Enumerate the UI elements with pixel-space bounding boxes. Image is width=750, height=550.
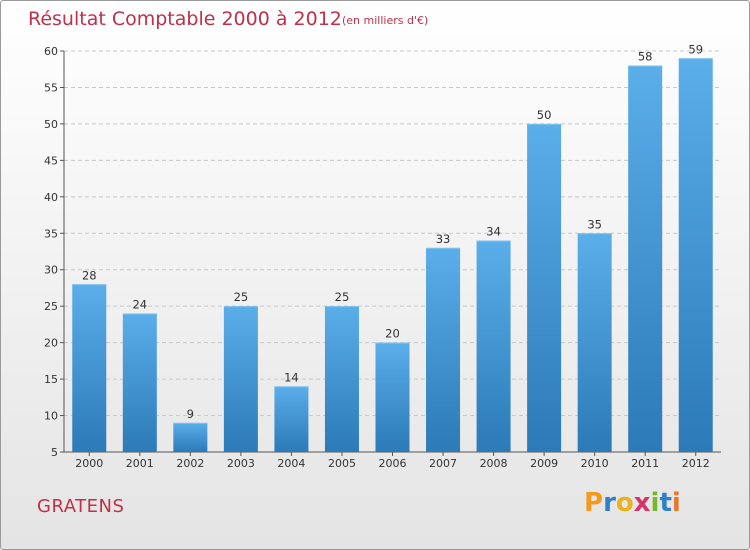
logo-letter: i xyxy=(650,488,660,518)
bar-2006 xyxy=(375,342,410,452)
data-label: 20 xyxy=(385,327,400,341)
data-label: 59 xyxy=(688,42,703,56)
y-tick-label: 45 xyxy=(44,154,58,167)
y-tick-label: 30 xyxy=(44,264,58,277)
data-label: 25 xyxy=(335,290,350,304)
x-tick-label: 2012 xyxy=(682,457,710,470)
bar-2003 xyxy=(223,306,258,452)
x-tick-label: 2003 xyxy=(227,457,255,470)
bar-2000 xyxy=(72,284,107,452)
bars xyxy=(72,58,713,453)
logo-letter: t xyxy=(659,488,672,518)
y-tick-label: 55 xyxy=(44,81,58,94)
y-tick-label: 50 xyxy=(44,118,58,131)
x-tick-label: 2002 xyxy=(176,457,204,470)
labels: 28 2000 24 2001 9 2002 25 2003 14 2004 25 2005 20 200… xyxy=(75,42,709,470)
commune-name: GRATENS xyxy=(37,496,125,517)
y-tick-label: 5 xyxy=(51,446,58,459)
bar-2010 xyxy=(577,233,612,452)
data-label: 24 xyxy=(132,297,147,311)
data-label: 50 xyxy=(537,108,552,122)
x-tick-label: 2005 xyxy=(328,457,356,470)
logo-letter: r xyxy=(603,488,616,518)
bar-2004 xyxy=(274,386,309,452)
x-tick-label: 2011 xyxy=(631,457,659,470)
data-label: 25 xyxy=(234,290,249,304)
chart-title: Résultat Comptable 2000 à 2012 xyxy=(28,8,342,30)
logo-letter: P xyxy=(584,488,604,518)
data-label: 28 xyxy=(82,268,97,282)
bar-2001 xyxy=(122,313,157,452)
bar-2011 xyxy=(628,65,663,452)
y-tick-label: 15 xyxy=(44,373,58,386)
data-label: 33 xyxy=(436,232,451,246)
proxiti-logo: Proxiti xyxy=(584,488,681,518)
x-tick-label: 2006 xyxy=(379,457,407,470)
x-tick-label: 2001 xyxy=(126,457,154,470)
chart-subtitle: (en milliers d'€) xyxy=(342,14,429,27)
y-tick-label: 20 xyxy=(44,337,58,350)
y-tick-label: 25 xyxy=(44,300,58,313)
x-tick-label: 2004 xyxy=(277,457,305,470)
bar-2007 xyxy=(426,247,461,452)
x-tick-label: 2010 xyxy=(581,457,609,470)
data-label: 58 xyxy=(638,50,653,64)
logo-letter: x xyxy=(633,488,651,518)
data-label: 35 xyxy=(587,217,602,231)
x-tick-label: 2007 xyxy=(429,457,457,470)
bar-2009 xyxy=(527,123,562,452)
y-tick-label: 40 xyxy=(44,191,58,204)
bar-2008 xyxy=(476,240,511,452)
x-tick-label: 2000 xyxy=(75,457,103,470)
bar-2005 xyxy=(324,306,359,452)
logo-letter: o xyxy=(615,488,634,518)
bar-2002 xyxy=(173,422,208,452)
x-tick-label: 2009 xyxy=(530,457,558,470)
y-tick-label: 60 xyxy=(44,45,58,58)
data-label: 9 xyxy=(187,407,194,421)
logo-letter: i xyxy=(671,488,681,518)
data-label: 34 xyxy=(486,225,501,239)
bar-2012 xyxy=(678,58,713,453)
y-tick-label: 35 xyxy=(44,227,58,240)
data-label: 14 xyxy=(284,370,299,384)
y-tick-label: 10 xyxy=(44,410,58,423)
x-tick-label: 2008 xyxy=(480,457,508,470)
